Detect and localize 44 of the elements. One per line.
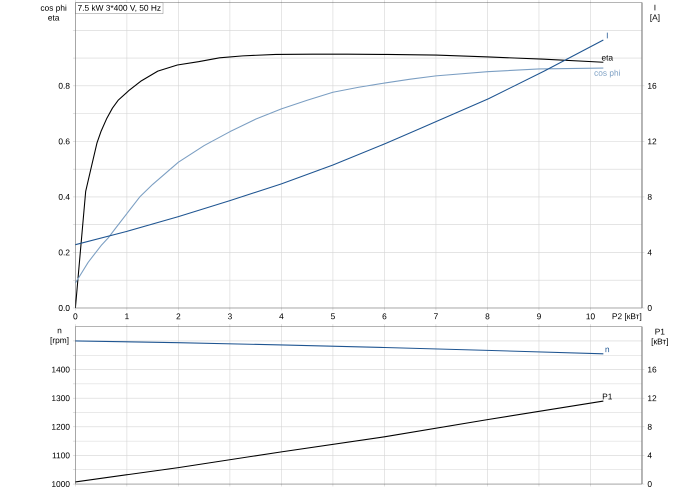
y2-tick-label: 8 [648, 424, 652, 430]
y-axis-title: n [rpm] [50, 328, 68, 345]
y2-tick-label: 16 [648, 82, 656, 89]
y-tick-label: 0.2 [58, 249, 70, 256]
series-label: P1 [602, 393, 612, 400]
x-tick-label: 2 [176, 313, 180, 320]
y2-tick-label: 16 [648, 366, 656, 372]
x-tick-label: 1 [125, 313, 129, 319]
line-series [75, 340, 604, 354]
y-tick-label: 1000 [52, 480, 70, 487]
series-label: eta [602, 54, 614, 60]
y-tick-label: 0.6 [58, 138, 70, 144]
y2-axis-title: I [A] [650, 4, 660, 22]
line-series [75, 400, 604, 482]
y2-tick-label: 4 [648, 452, 652, 458]
y-tick-label: 1100 [52, 452, 70, 458]
series-label: n [606, 347, 610, 352]
x-tick-label: 3 [228, 313, 232, 320]
y-tick-label: 0.0 [58, 304, 70, 311]
y-tick-label: 1300 [52, 395, 70, 401]
x-tick-label: 9 [537, 313, 541, 320]
chart-title: 7.5 kW 3*400 V, 50 Hz [78, 4, 161, 12]
x-axis-title: P2 [кВт] [612, 312, 642, 321]
x-tick-label: 0 [73, 313, 78, 320]
y2-tick-label: 8 [648, 194, 652, 200]
y-tick-label: 1200 [52, 424, 70, 430]
series-label: cos phi [594, 70, 620, 78]
y-axis-title: cos phi eta [40, 4, 66, 20]
y2-tick-label: 0 [648, 304, 652, 311]
y-tick-label: 1400 [52, 366, 70, 372]
x-tick-label: 8 [486, 313, 490, 320]
series-label: I [606, 32, 608, 38]
y-tick-label: 0.4 [58, 194, 70, 200]
x-tick-label: 4 [279, 313, 284, 319]
x-tick-label: 7 [434, 313, 438, 319]
y2-tick-label: 0 [648, 480, 652, 487]
y2-tick-label: 12 [648, 395, 656, 401]
x-tick-label: 10 [586, 313, 595, 320]
x-tick-label: 5 [330, 313, 335, 319]
x-tick-label: 6 [382, 313, 386, 320]
y2-axis-title: P1 [кВт] [652, 328, 668, 346]
y-tick-label: 0.8 [58, 82, 70, 89]
y2-tick-label: 4 [648, 249, 652, 256]
y2-tick-label: 12 [648, 138, 656, 144]
